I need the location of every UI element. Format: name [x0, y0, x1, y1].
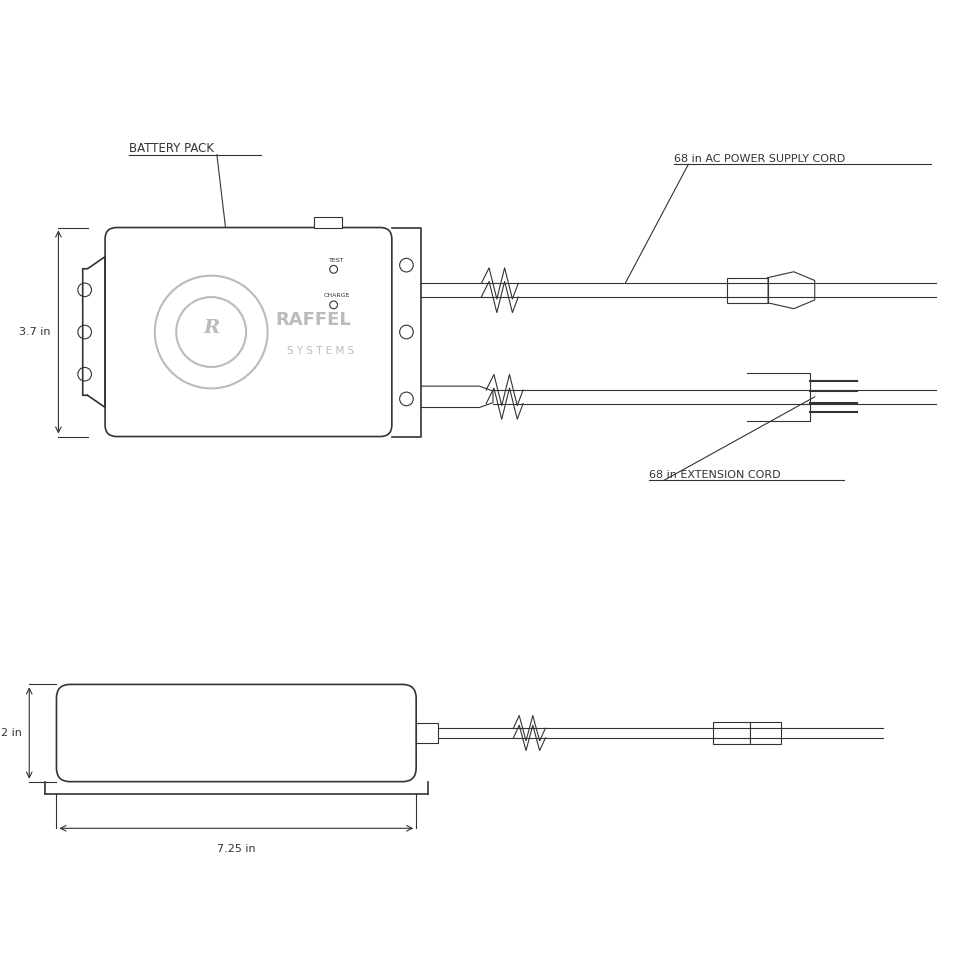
Text: TEST: TEST [328, 258, 344, 263]
Text: R: R [203, 319, 220, 337]
Text: 3.7 in: 3.7 in [20, 327, 51, 337]
Text: 7.25 in: 7.25 in [217, 844, 256, 854]
Text: 68 in EXTENSION CORD: 68 in EXTENSION CORD [650, 470, 781, 480]
Bar [712, 722, 750, 744]
FancyBboxPatch shape [57, 684, 416, 782]
Text: RAFFEL: RAFFEL [275, 312, 351, 329]
Text: 2 in: 2 in [1, 728, 22, 738]
Text: 68 in AC POWER SUPPLY CORD: 68 in AC POWER SUPPLY CORD [674, 154, 845, 165]
Text: S Y S T E M S: S Y S T E M S [287, 347, 355, 357]
Bar [750, 722, 781, 744]
Bar [727, 277, 768, 303]
Text: CHARGE: CHARGE [324, 293, 350, 298]
FancyBboxPatch shape [105, 227, 392, 436]
Bar [315, 217, 342, 227]
Text: BATTERY PACK: BATTERY PACK [129, 142, 215, 155]
Bar [416, 723, 437, 743]
